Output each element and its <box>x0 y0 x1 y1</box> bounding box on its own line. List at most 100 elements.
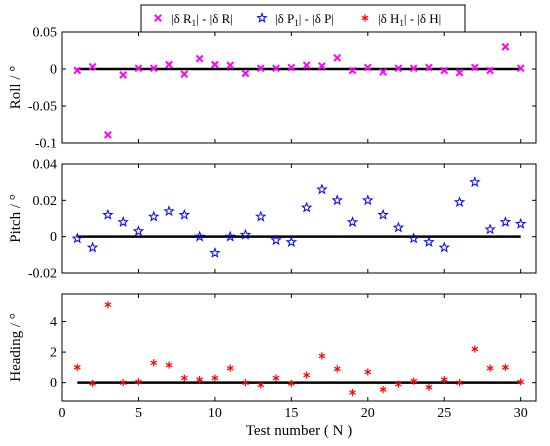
y-tick-label: 4 <box>50 315 57 330</box>
data-point <box>226 61 235 70</box>
panel-2: -0.02 0 0.02 0.04 Pitch / ° <box>8 158 537 282</box>
y-tick-label: 0 <box>50 376 57 391</box>
data-point <box>195 54 204 63</box>
x-tick-label: 20 <box>361 406 375 421</box>
data-point <box>456 379 463 387</box>
y-tick-label: 0.04 <box>33 158 58 173</box>
data-point <box>425 383 433 391</box>
data-point <box>486 66 495 75</box>
legend-label: |δ H1| - |δ H| <box>378 11 441 28</box>
data-point <box>242 379 249 387</box>
legend-marker <box>154 14 162 22</box>
data-point <box>241 69 250 78</box>
data-point <box>256 64 265 73</box>
data-point <box>471 345 479 353</box>
y-axis-label: Heading / ° <box>8 313 24 381</box>
legend-box <box>140 4 466 33</box>
data-point <box>272 64 280 73</box>
data-point <box>272 374 280 382</box>
data-point <box>333 53 342 62</box>
y-tick-label: 0.02 <box>33 194 58 209</box>
data-point <box>425 63 433 72</box>
y-axis-label: Pitch / ° <box>8 194 24 243</box>
data-point <box>407 232 420 244</box>
data-point <box>333 365 341 373</box>
data-point <box>516 64 525 73</box>
data-point <box>163 205 175 217</box>
data-point <box>392 221 405 233</box>
data-point <box>316 183 328 195</box>
data-point <box>302 61 311 70</box>
data-point <box>455 68 464 77</box>
data-point <box>470 63 479 72</box>
data-point <box>440 66 449 75</box>
data-point <box>88 62 97 71</box>
legend-item: |δ H1| - |δ H| <box>361 11 441 28</box>
panel-1: -0.1 -0.05 0 0.05 Roll / ° <box>8 26 537 152</box>
data-point <box>379 385 387 394</box>
data-point <box>363 63 372 72</box>
legend-item: |δ P1| - |δ P| <box>256 11 334 28</box>
data-point <box>73 363 81 371</box>
data-point <box>499 216 512 228</box>
y-tick-label: 2 <box>50 346 57 361</box>
data-point <box>287 63 296 72</box>
y-tick-label: -0.1 <box>35 137 57 152</box>
data-point <box>303 371 311 379</box>
y-tick-label: -0.05 <box>28 100 57 115</box>
data-point <box>165 60 173 69</box>
data-point <box>285 236 298 248</box>
data-point <box>150 359 158 367</box>
data-point <box>134 64 143 73</box>
x-tick-label: 5 <box>135 406 142 421</box>
data-point <box>196 376 204 384</box>
data-point <box>348 66 357 75</box>
legend: |δ R1| - |δ R| |δ P1| - |δ P| |δ H1| - |δ … <box>140 4 466 33</box>
data-point <box>210 60 219 69</box>
y-tick-label: -0.02 <box>28 267 57 282</box>
data-point <box>119 379 127 387</box>
legend-marker <box>256 11 268 23</box>
x-tick-label: 15 <box>284 406 298 421</box>
x-tick-label: 0 <box>59 406 66 421</box>
legend-label: |δ P1| - |δ P| <box>275 11 334 28</box>
series <box>73 301 525 397</box>
x-tick-label: 25 <box>437 406 451 421</box>
data-point <box>149 64 158 73</box>
x-tick-label: 10 <box>208 406 222 421</box>
data-point <box>469 176 481 188</box>
data-point <box>453 196 466 208</box>
data-point <box>318 62 326 70</box>
data-point <box>224 230 236 242</box>
data-point <box>394 64 403 73</box>
plot-frame <box>61 31 537 144</box>
data-point <box>226 364 234 372</box>
data-point <box>409 64 418 73</box>
data-point <box>86 241 99 253</box>
data-point <box>103 130 112 139</box>
data-point <box>484 223 496 235</box>
data-point <box>287 379 295 388</box>
data-point <box>255 210 267 222</box>
data-point <box>270 234 282 246</box>
data-point <box>379 68 388 76</box>
series <box>71 176 527 258</box>
data-point <box>178 208 191 220</box>
data-point <box>517 378 525 386</box>
panel-3: 0 5 10 15 20 25 30 0 2 4 Heading / ° Test number ( … <box>8 293 537 439</box>
data-point <box>209 246 221 258</box>
legend-item: |δ R1| - |δ R| <box>154 11 233 28</box>
data-point <box>514 217 527 229</box>
data-point <box>331 194 343 206</box>
data-point <box>102 208 114 220</box>
data-point <box>257 381 265 389</box>
data-point <box>364 368 372 376</box>
x-axis-label: Test number ( N ) <box>246 423 352 439</box>
data-point <box>211 374 219 382</box>
y-tick-label: 0 <box>50 63 57 78</box>
data-point <box>502 363 509 371</box>
data-point <box>423 236 435 248</box>
data-point <box>132 225 145 237</box>
data-point <box>486 364 494 372</box>
